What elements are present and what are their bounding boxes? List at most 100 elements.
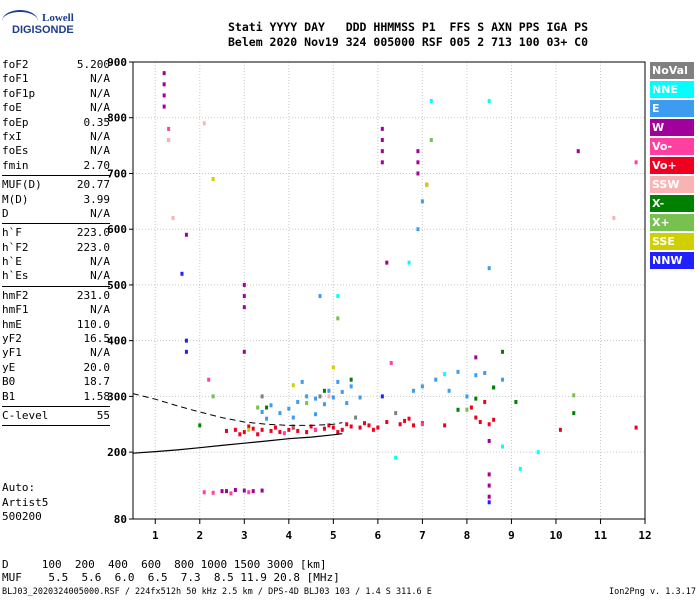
data-point-vo-: [207, 377, 211, 382]
param-row: yF2 16.5: [2, 332, 110, 346]
data-point-vo-: [269, 428, 273, 433]
param-value: N/A: [90, 129, 110, 143]
data-point-e: [291, 415, 295, 420]
data-point-vo-: [443, 423, 447, 428]
param-row: M(D) 3.99: [2, 193, 110, 207]
logo-line1: Lowell: [42, 12, 74, 24]
param-row: hmF2 231.0: [2, 289, 110, 303]
x-tick-label: 10: [549, 529, 562, 542]
data-point-e: [278, 411, 282, 416]
data-point-e: [314, 412, 318, 417]
data-point-nne: [536, 450, 540, 455]
data-point-vo-: [420, 422, 424, 427]
data-point-w: [242, 488, 246, 493]
chart-grid: [133, 61, 646, 520]
param-row: foF1p N/A: [2, 87, 110, 101]
param-value: 0.35: [83, 115, 111, 129]
legend-item: SSW: [650, 176, 694, 193]
logo-line2: DIGISONDE: [12, 24, 74, 36]
param-row: foEs N/A: [2, 144, 110, 158]
muf-row: MUF 5.5 5.6 6.0 6.5 7.3 8.5 11.9 20.8 [M…: [2, 571, 340, 584]
param-separator: [2, 405, 110, 407]
logo-arc-icon: [2, 10, 38, 32]
data-point-e: [327, 388, 331, 393]
y-tick-label: 700: [107, 167, 127, 180]
data-point-e: [340, 389, 344, 394]
data-point-w: [380, 126, 384, 131]
data-point-e: [487, 266, 491, 271]
auto-code: 500200: [2, 510, 42, 523]
param-value: 55: [96, 408, 110, 422]
data-point-vo-: [345, 422, 349, 427]
data-point-vo-: [634, 425, 638, 430]
muf-distance-table: D 100 200 400 600 800 1000 1500 3000 [km…: [2, 558, 340, 584]
data-point-vo-: [340, 427, 344, 432]
data-point-vo-: [233, 427, 237, 432]
data-point-vo-: [251, 426, 255, 431]
y-tick-label: 600: [107, 223, 127, 236]
data-point-noval: [318, 394, 322, 399]
auto-label: Auto:: [2, 481, 36, 494]
param-value: 20.77: [76, 178, 110, 192]
data-point-vo-: [411, 423, 415, 428]
chart-axes: 1 2 3 4 5 6 7 8 9 10 11 128020030040050060070080090…: [107, 56, 652, 542]
param-value: 1.58: [83, 389, 111, 403]
x-tick-label: 7: [419, 529, 426, 542]
param-value: 18.7: [83, 375, 111, 389]
data-point-w: [576, 149, 580, 154]
data-point-w: [224, 489, 228, 494]
data-point-e: [420, 384, 424, 389]
data-point-w: [487, 483, 491, 488]
y-tick-label: 80: [114, 513, 127, 526]
data-point-e: [411, 388, 415, 393]
param-value: N/A: [90, 255, 110, 269]
data-point-ssw: [171, 216, 175, 221]
data-point-x-: [501, 349, 505, 354]
x-tick-label: 12: [638, 529, 651, 542]
data-point-vo-: [336, 430, 340, 435]
data-point-w: [385, 260, 389, 265]
legend-item: NNE: [650, 81, 694, 98]
header-line2: Belem 2020 Nov19 324 005000 RSF 005 2 71…: [228, 35, 589, 49]
data-point-e: [300, 379, 304, 384]
y-tick-label: 400: [107, 335, 127, 348]
data-point-nne: [501, 444, 505, 449]
data-point-w: [242, 305, 246, 310]
data-point-vo-: [634, 160, 638, 165]
data-point-x-: [256, 405, 260, 410]
param-name: foF1: [2, 72, 29, 86]
param-row: h`E N/A: [2, 255, 110, 269]
param-value: N/A: [90, 101, 110, 115]
data-point-vo-: [242, 430, 246, 435]
data-point-noval: [260, 394, 264, 399]
param-name: D: [2, 206, 9, 220]
data-point-vo-: [287, 427, 291, 432]
param-value: N/A: [90, 206, 110, 220]
data-point-ssw: [327, 394, 331, 399]
param-row: h`F2 223.0: [2, 241, 110, 255]
scaled-parameters-panel: foF2 5.200 foF1 N/A foF1p N/A foE N/A foEp 0.35 fx…: [2, 58, 110, 428]
data-point-vo-: [389, 360, 393, 365]
data-point-e: [474, 373, 478, 378]
data-point-e: [322, 402, 326, 407]
param-value: 16.5: [83, 332, 111, 346]
data-point-vo-: [202, 490, 206, 495]
param-row: foF1 N/A: [2, 72, 110, 86]
data-point-vo-: [558, 427, 562, 432]
param-name: h`Es: [2, 269, 29, 283]
data-point-w: [251, 489, 255, 494]
param-separator: [2, 223, 110, 225]
data-point-x-: [474, 396, 478, 401]
legend-item: E: [650, 100, 694, 117]
data-point-w: [184, 232, 188, 237]
param-value: 223.0: [76, 226, 110, 240]
x-tick-label: 6: [375, 529, 382, 542]
data-point-e: [314, 396, 318, 401]
data-point-vo-: [278, 430, 282, 435]
data-point-vo-: [247, 490, 251, 495]
param-name: foF2: [2, 58, 29, 71]
data-point-w: [487, 472, 491, 477]
data-point-vo-: [260, 427, 264, 432]
param-separator: [2, 285, 110, 287]
